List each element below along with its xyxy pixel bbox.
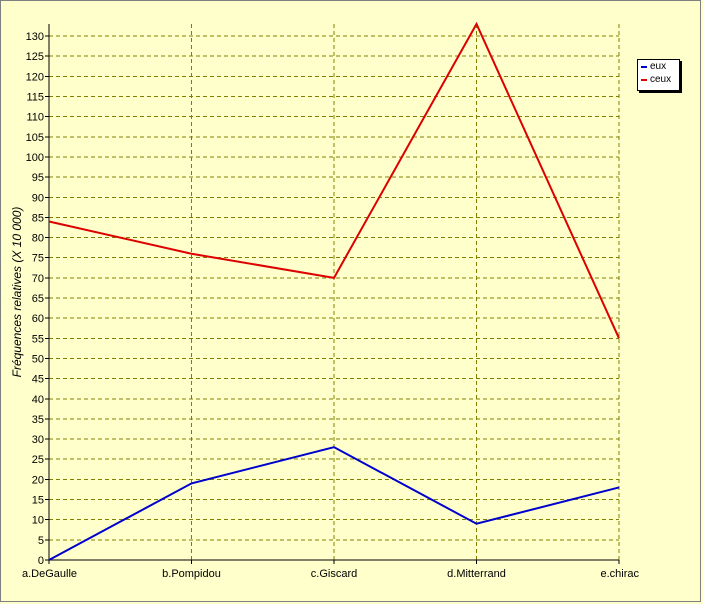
legend: eux ceux — [637, 59, 680, 91]
x-axis-ticks: a.DeGaulle b.Pompidou c.Giscard d.Mitterran… — [22, 560, 639, 580]
y-tick-label: 0 — [38, 555, 44, 567]
y-axis-title: Fréquences relatives (X 10 000) — [10, 207, 24, 378]
x-tick-label: d.Mitterrand — [447, 568, 506, 580]
y-tick-label: 55 — [32, 333, 44, 345]
y-axis-ticks: 0 5 10 15 20 25 30 35 40 45 50 55 60 65 70 75 80 85 90 95 10… — [26, 31, 49, 567]
y-tick-label: 35 — [32, 414, 44, 426]
legend-label-eux: eux — [650, 61, 667, 72]
y-tick-label: 20 — [32, 474, 44, 486]
legend-item-ceux: ceux — [638, 73, 679, 86]
x-tick-label: a.DeGaulle — [22, 568, 77, 580]
y-tick-label: 30 — [32, 434, 44, 446]
y-tick-label: 85 — [32, 212, 44, 224]
grid-lines — [49, 24, 620, 560]
legend-item-eux: eux — [638, 60, 679, 73]
y-tick-label: 10 — [32, 515, 44, 527]
series-line-ceux — [48, 21, 620, 339]
y-tick-label: 75 — [32, 253, 44, 265]
y-tick-label: 80 — [32, 233, 44, 245]
y-tick-label: 65 — [32, 293, 44, 305]
y-tick-label: 90 — [32, 192, 44, 204]
series-lines — [48, 21, 620, 561]
x-tick-label: e.chirac — [600, 568, 639, 580]
y-tick-label: 70 — [32, 273, 44, 285]
y-tick-label: 15 — [32, 495, 44, 507]
y-tick-label: 60 — [32, 313, 44, 325]
y-tick-label: 130 — [26, 31, 44, 43]
y-tick-label: 25 — [32, 454, 44, 466]
legend-swatch-eux — [641, 65, 647, 68]
series-line-eux — [48, 446, 620, 561]
y-tick-label: 40 — [32, 394, 44, 406]
y-tick-label: 45 — [32, 374, 44, 386]
y-tick-label: 125 — [26, 51, 44, 63]
x-tick-label: b.Pompidou — [162, 568, 221, 580]
y-tick-label: 110 — [26, 112, 44, 124]
y-tick-label: 115 — [26, 92, 44, 104]
y-tick-label: 100 — [26, 152, 44, 164]
y-tick-label: 95 — [32, 172, 44, 184]
y-tick-label: 5 — [38, 535, 44, 547]
y-tick-label: 50 — [32, 353, 44, 365]
legend-label-ceux: ceux — [650, 74, 672, 85]
x-tick-label: c.Giscard — [311, 568, 357, 580]
y-tick-label: 120 — [26, 71, 44, 83]
legend-swatch-ceux — [641, 78, 647, 81]
y-tick-label: 105 — [26, 132, 44, 144]
